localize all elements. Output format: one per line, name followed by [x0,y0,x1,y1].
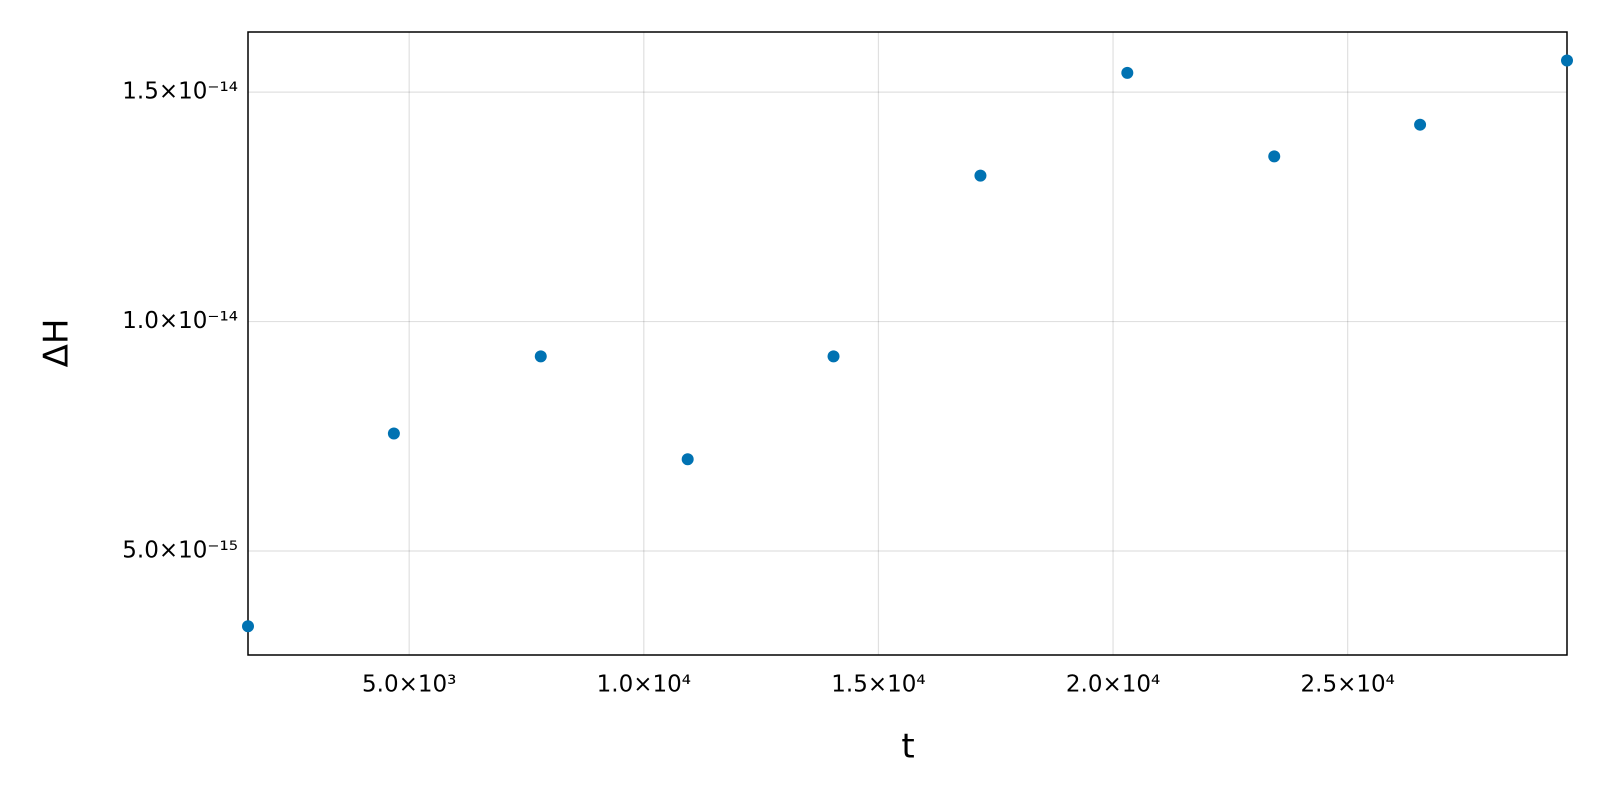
plot-frame [247,31,1568,656]
point [827,350,840,363]
x-tick-label: 2.0×10⁴ [1066,672,1160,698]
y-tick-label: 5.0×10⁻¹⁵ [122,537,238,563]
x-tick-label: 1.5×10⁴ [831,672,925,698]
x-axis-label: t [901,727,914,767]
point [534,350,547,363]
x-tick-label: 1.0×10⁴ [597,672,691,698]
point [1268,150,1281,163]
y-tick-label: 1.0×10⁻¹⁴ [122,308,238,334]
point [681,453,694,466]
x-tick-label: 5.0×10³ [362,672,456,698]
x-tick-label: 2.5×10⁴ [1301,672,1395,698]
y-axis-label: ΔH [37,319,77,368]
point [1121,66,1134,79]
point [242,620,254,633]
point [1561,54,1573,67]
point [1414,118,1427,131]
point [974,169,987,182]
point [387,427,400,440]
y-tick-label: 1.5×10⁻¹⁴ [122,79,238,105]
